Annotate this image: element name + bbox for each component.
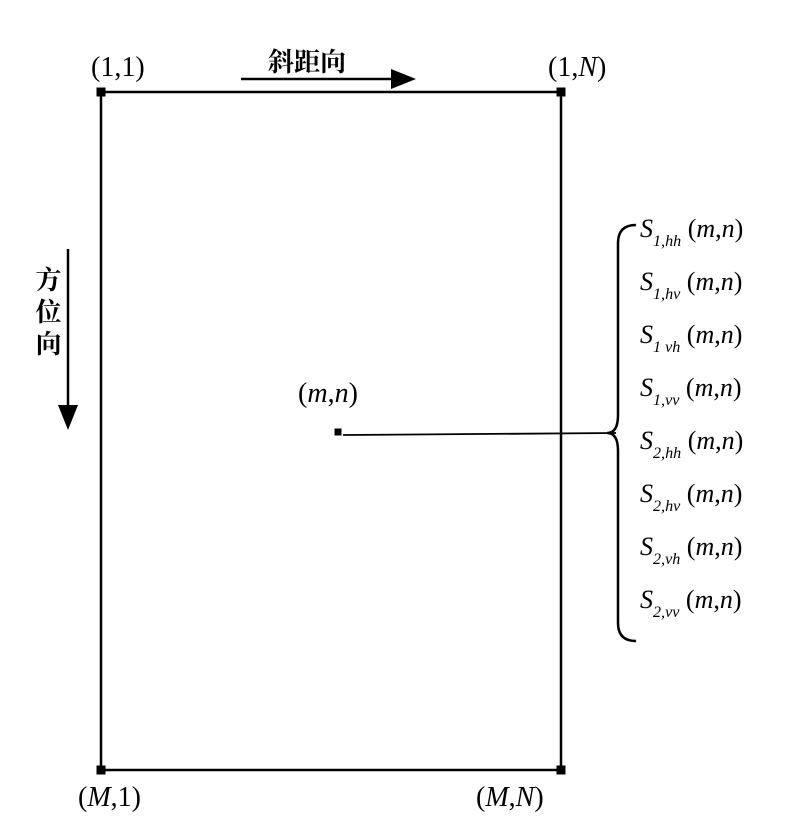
corner-marker [97,766,106,775]
corner-label-top-right: (1,N) [548,52,606,84]
axis-label-horizontal: 斜距向 [268,42,346,79]
equation-argument: (m,n) [679,585,741,614]
equation-base: S [640,373,653,402]
equation-base: S [640,320,653,349]
center-point-label: (m,n) [298,378,358,410]
equation-subscript: 1,vv [653,392,679,409]
corner-label-bottom-right: (M,N) [476,782,544,814]
equation-row: S2,hh (m,n) [640,426,743,460]
corner-marker [557,766,566,775]
equation-row: S1 vh (m,n) [640,320,742,354]
equation-argument: (m,n) [680,532,742,561]
equation-row: S2,vh (m,n) [640,532,742,566]
curly-brace [607,225,636,641]
equation-subscript: 2,hv [653,498,680,515]
axis-label-vertical: 方位向 [30,266,67,362]
equation-subscript: 1,hv [653,286,680,303]
equation-argument: (m,n) [681,214,743,243]
diagram-svg [0,0,800,839]
equation-subscript: 2,hh [653,445,681,462]
equation-subscript: 1 vh [653,339,680,356]
corner-label-top-left: (1,1) [91,52,145,84]
equation-base: S [640,532,653,561]
equation-row: S1,vv (m,n) [640,373,742,407]
equation-argument: (m,n) [681,426,743,455]
equation-argument: (m,n) [679,373,741,402]
equation-argument: (m,n) [680,479,742,508]
equation-subscript: 1,hh [653,233,681,250]
corner-label-bottom-left: (M,1) [78,782,141,814]
equation-row: S1,hv (m,n) [640,267,742,301]
equation-base: S [640,267,653,296]
equation-argument: (m,n) [680,267,742,296]
equation-base: S [640,479,653,508]
equation-base: S [640,585,653,614]
bounding-box [101,92,561,770]
leader-line [343,433,616,435]
equation-row: S2,hv (m,n) [640,479,742,513]
diagram-canvas: { "canvas": { "width": 800, "height": 83… [0,0,800,839]
equation-subscript: 2,vh [653,551,680,568]
equation-base: S [640,426,653,455]
equation-row: S2,vv (m,n) [640,585,742,619]
corner-marker [97,88,106,97]
equation-argument: (m,n) [680,320,742,349]
corner-marker [557,88,566,97]
equation-row: S1,hh (m,n) [640,214,743,248]
equation-base: S [640,214,653,243]
center-marker [335,429,342,436]
equation-subscript: 2,vv [653,604,679,621]
